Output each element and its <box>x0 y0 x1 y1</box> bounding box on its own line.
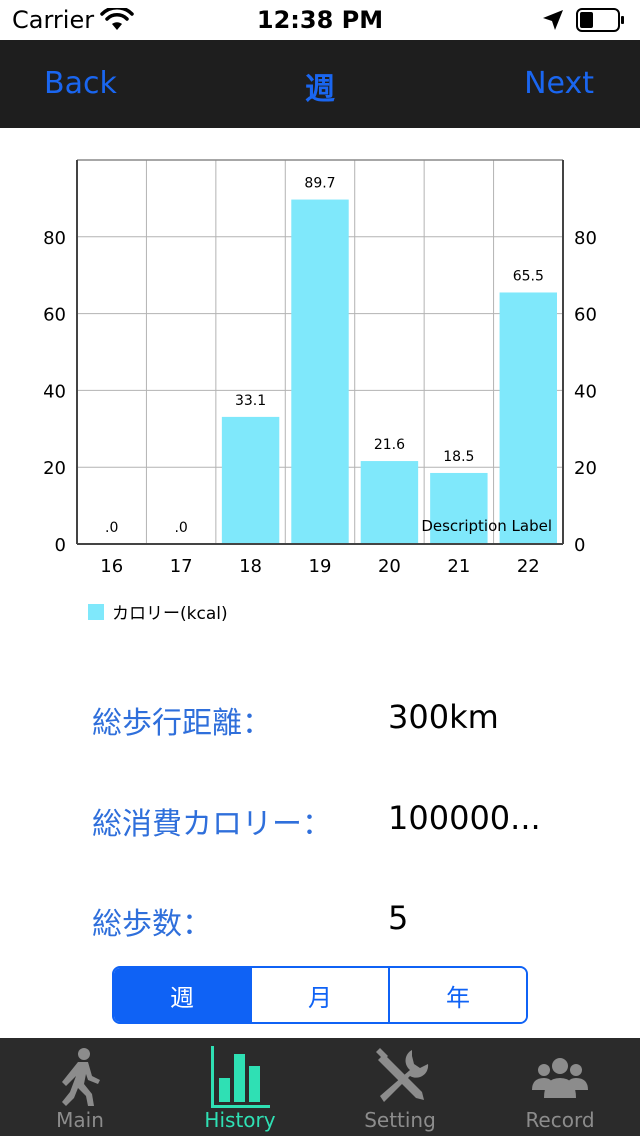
back-button[interactable]: Back <box>44 66 117 101</box>
bar <box>221 416 280 544</box>
legend-swatch <box>88 604 104 620</box>
bar-value-label: 89.7 <box>304 176 335 192</box>
y-tick-label-left: 20 <box>43 458 66 479</box>
segment-month[interactable]: 月 <box>252 968 390 1022</box>
bar-value-label: 21.6 <box>374 437 405 453</box>
carrier-label: Carrier <box>12 6 95 34</box>
bar <box>291 199 349 544</box>
legend-label: カロリー(kcal) <box>112 604 228 624</box>
chart-description-label: Description Label <box>421 517 552 535</box>
x-tick-label: 16 <box>100 556 123 577</box>
segment-week[interactable]: 週 <box>114 968 252 1022</box>
chart-canvas: 0 0 20 20 40 40 60 60 80 80 .0 16 .0 17 33.1 18 89.7 19 21… <box>43 159 597 624</box>
bar <box>499 292 557 544</box>
total-steps-label: 総歩数： <box>92 907 212 942</box>
tab-bar: Main History Setting Record <box>0 1038 640 1136</box>
y-tick-label-right: 20 <box>574 458 597 479</box>
y-tick-label-right: 0 <box>574 535 585 556</box>
calorie-bar-chart: 0 0 20 20 40 40 60 60 80 80 .0 16 .0 17 33.1 18 89.7 19 21… <box>0 140 640 640</box>
x-tick-label: 21 <box>447 556 470 577</box>
tab-record[interactable]: Record <box>480 1038 640 1136</box>
group-people-icon <box>532 1058 588 1098</box>
wrench-screwdriver-icon <box>376 1048 429 1102</box>
bar-chart-icon <box>211 1046 270 1108</box>
tab-record-label: Record <box>525 1108 595 1132</box>
y-tick-label-left: 80 <box>43 228 66 249</box>
navigation-bar: Back 週 Next <box>0 40 640 128</box>
bar-value-label: .0 <box>174 520 187 536</box>
x-tick-label: 20 <box>378 556 401 577</box>
segment-year[interactable]: 年 <box>390 968 526 1022</box>
y-tick-label-right: 80 <box>574 228 597 249</box>
bar-value-label: 18.5 <box>443 449 474 465</box>
tab-main-label: Main <box>56 1108 104 1132</box>
y-tick-label-left: 60 <box>43 305 66 326</box>
x-tick-label: 19 <box>309 556 332 577</box>
y-tick-label-right: 40 <box>574 381 597 402</box>
bar-value-label: .0 <box>105 520 118 536</box>
x-tick-label: 18 <box>239 556 262 577</box>
location-arrow-icon <box>543 10 563 30</box>
total-calories-label: 総消費カロリー： <box>92 807 332 842</box>
bar <box>360 461 419 544</box>
total-distance-label: 総歩行距離： <box>92 706 272 741</box>
bar-value-label: 33.1 <box>235 393 266 409</box>
y-tick-label-left: 0 <box>55 535 66 556</box>
total-distance-value: 300km <box>388 698 499 736</box>
period-segmented-control: 週 月 年 <box>112 966 528 1024</box>
tab-setting[interactable]: Setting <box>320 1038 480 1136</box>
bar-value-label: 65.5 <box>513 268 544 284</box>
wifi-icon <box>100 8 134 30</box>
total-steps-value: 5 <box>388 899 409 937</box>
next-button[interactable]: Next <box>524 66 594 101</box>
tab-main[interactable]: Main <box>0 1038 160 1136</box>
total-calories-value: 100000... <box>388 799 541 837</box>
status-bar: Carrier 12:38 PM <box>0 0 640 40</box>
tab-setting-label: Setting <box>364 1108 436 1132</box>
x-tick-label: 22 <box>517 556 540 577</box>
tab-history-label: History <box>204 1108 276 1132</box>
battery-icon <box>576 8 624 32</box>
x-tick-label: 17 <box>170 556 193 577</box>
tab-history[interactable]: History <box>160 1038 320 1136</box>
bar <box>430 472 488 544</box>
y-tick-label-right: 60 <box>574 305 597 326</box>
status-time: 12:38 PM <box>256 6 384 34</box>
walking-person-icon <box>62 1048 100 1106</box>
y-tick-label-left: 40 <box>43 381 66 402</box>
